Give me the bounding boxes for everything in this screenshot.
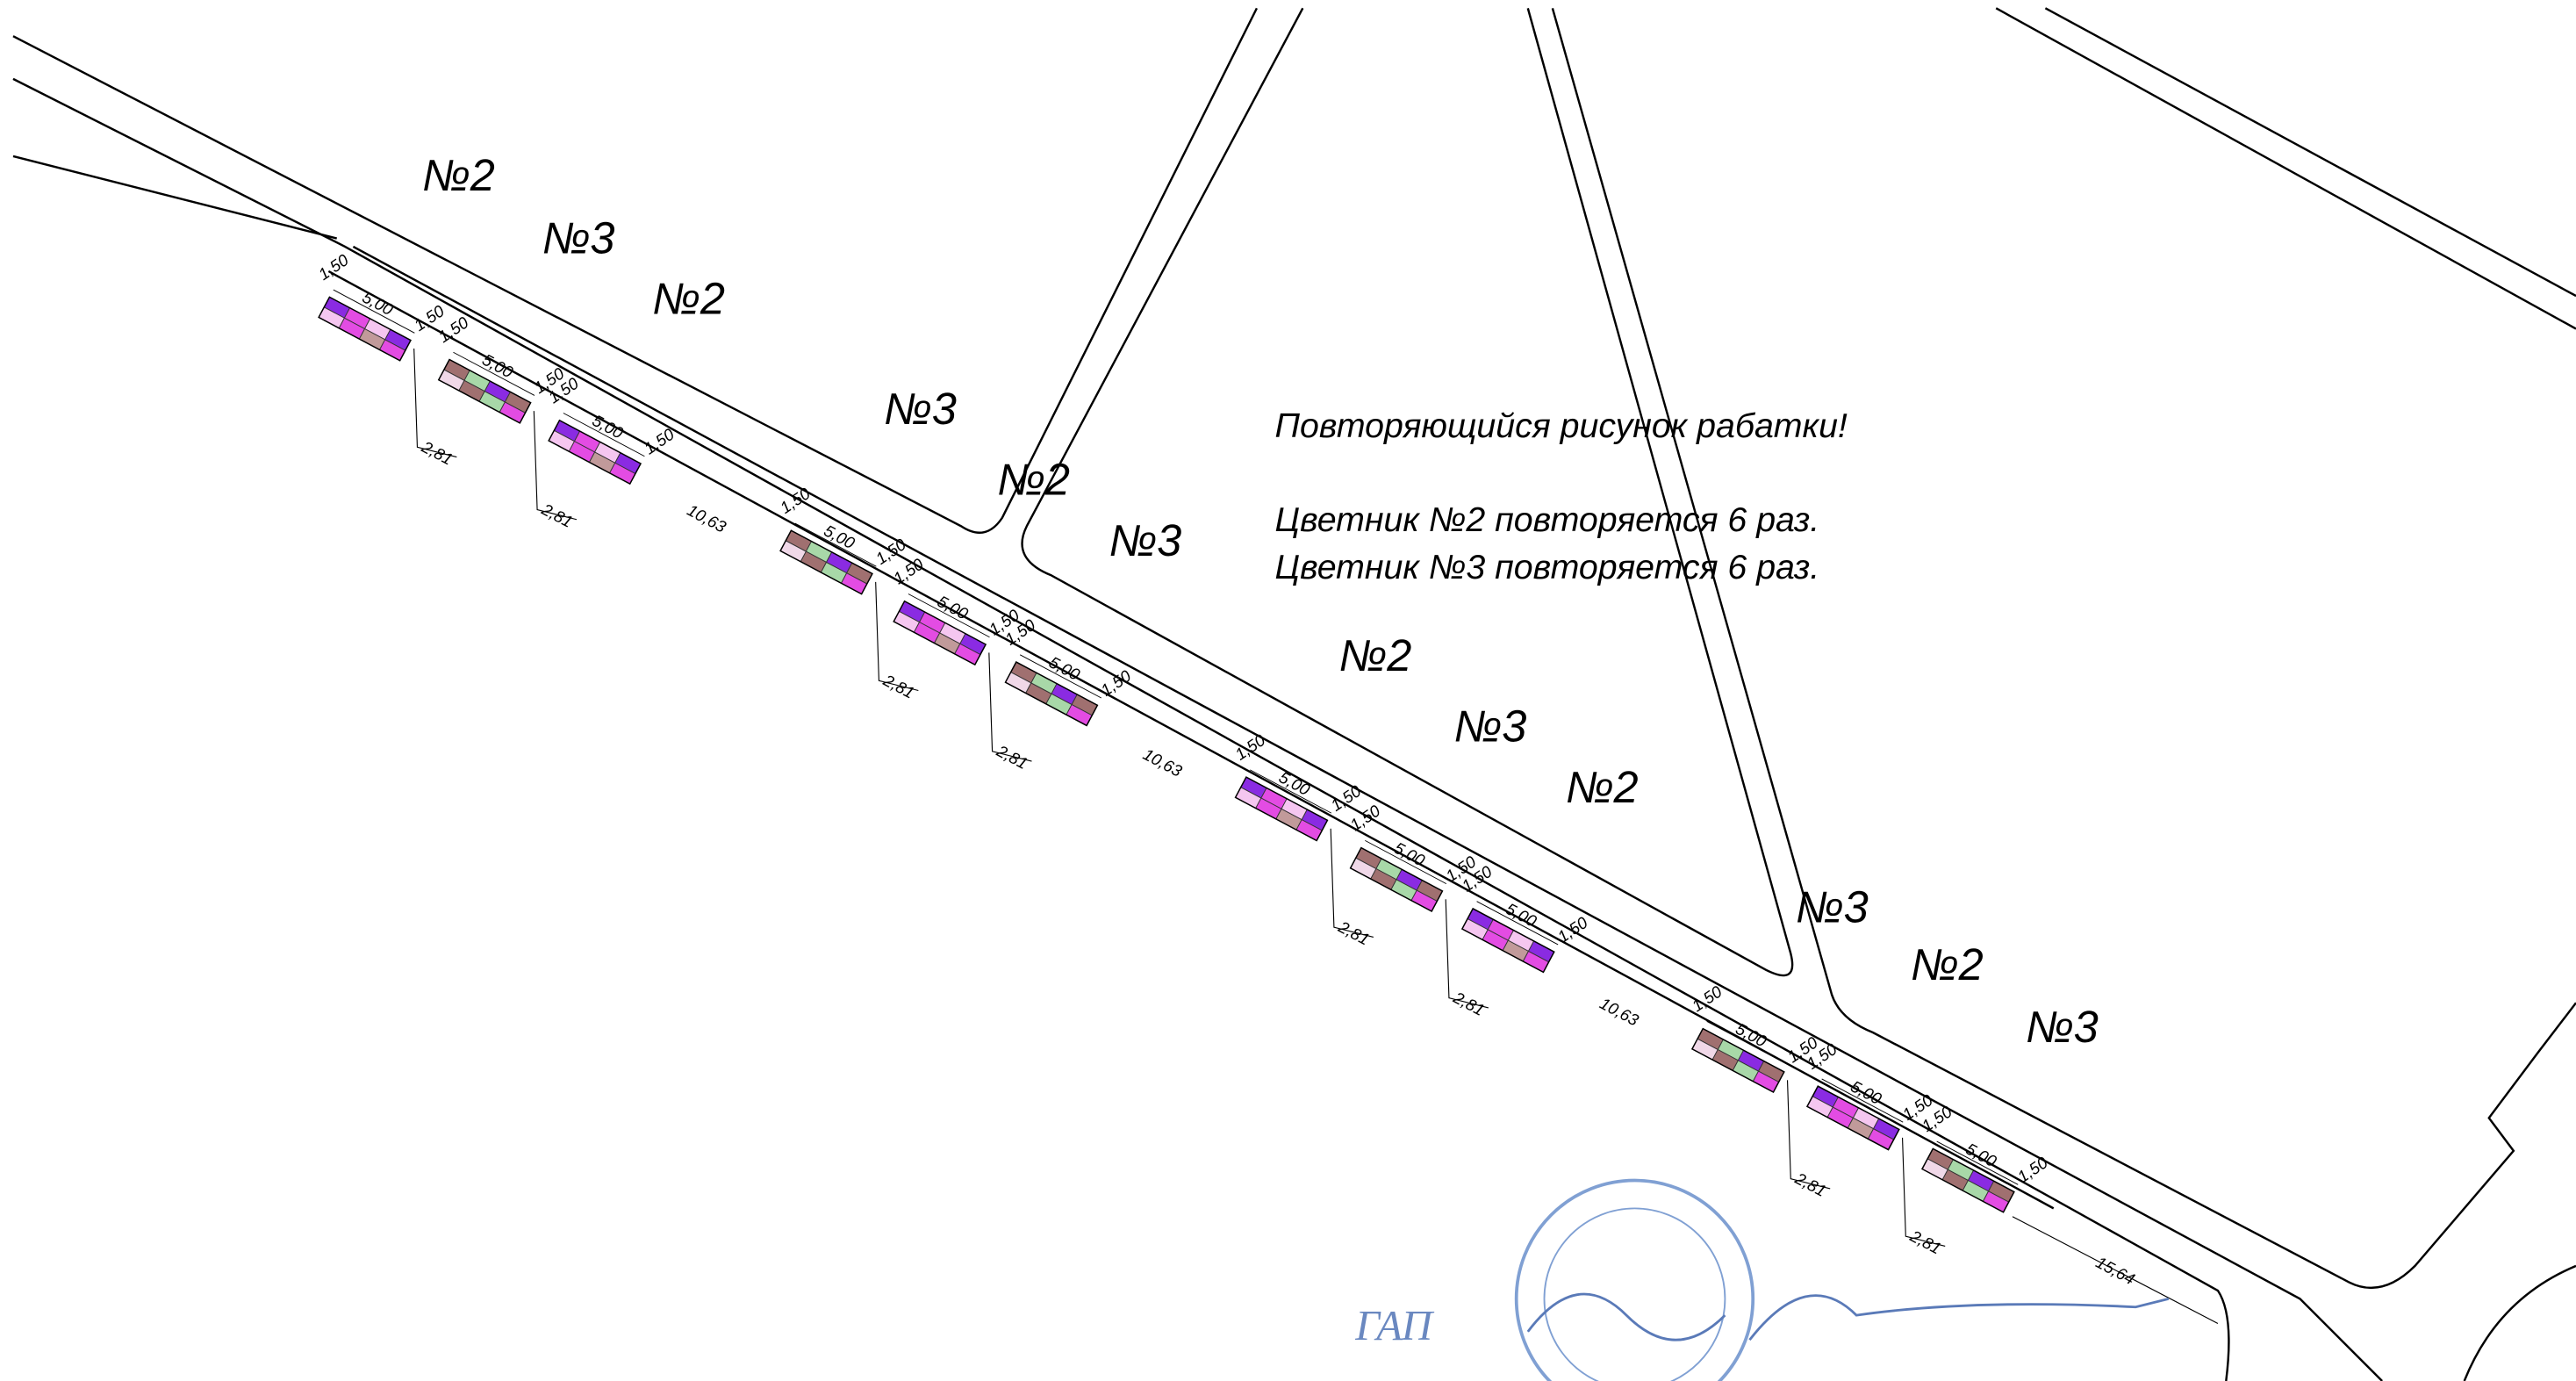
dim-line	[1706, 1020, 1789, 1066]
flower-bed: 1,505,00 1,50	[1346, 801, 1480, 913]
bed-label: №2	[1566, 762, 1639, 812]
dimension: 5,00	[1848, 1076, 1885, 1108]
dimension: 5,00	[1733, 1019, 1770, 1051]
dim-line	[1365, 839, 1447, 885]
bed-outline	[318, 296, 412, 362]
note-line: Цветник №3 повторяется 6 раз.	[1275, 548, 1820, 586]
offset-dimension: 2,81	[1791, 1169, 1829, 1200]
leader	[1901, 1137, 1946, 1247]
road-edge	[12, 7, 1259, 534]
offset-dimension: 2,81	[418, 437, 456, 469]
bed-outline	[437, 358, 532, 424]
bed-label: №2	[422, 150, 495, 200]
leader	[413, 348, 457, 458]
offset-dimension: 2,81	[538, 500, 576, 531]
offset-dimension: 2,81	[1906, 1226, 1944, 1257]
dimension: 5,00	[359, 288, 397, 320]
bed-label: №3	[1109, 515, 1181, 565]
bed-label: №2	[1911, 939, 1984, 989]
dimension: 1,50	[2014, 1153, 2051, 1186]
leader	[1786, 1080, 1831, 1190]
stamp	[1543, 1207, 1726, 1381]
bed-outline	[1234, 776, 1329, 842]
spacing-dimension: 10,63	[685, 500, 730, 536]
dimension: 1,50	[1554, 913, 1591, 946]
roads	[12, 7, 2576, 1381]
approval-stamp: ГАП	[1354, 1178, 2170, 1381]
leader	[875, 581, 919, 692]
dimension: 1,50	[1689, 982, 1726, 1015]
flower-bed: 1,505,00 1,50	[777, 484, 909, 595]
spacing-dimension: 10,63	[1597, 994, 1642, 1030]
leader	[533, 411, 578, 521]
dimension: 5,00	[1276, 767, 1314, 799]
dimension: 1,50	[1097, 666, 1134, 700]
dimension: 1,50	[1346, 801, 1383, 834]
dimension: 1,50	[890, 554, 927, 587]
bed-label: №2	[1339, 630, 1412, 680]
bed-outline	[548, 419, 642, 486]
road-edge	[12, 155, 338, 240]
bed-label: №3	[542, 212, 615, 263]
bed-line	[327, 270, 2055, 1210]
dim-line	[1020, 654, 1101, 699]
bed-outline	[1460, 907, 1555, 974]
bed-outline	[1920, 1147, 2015, 1213]
bed-label: №3	[1454, 701, 1527, 752]
offset-dimension: 2,81	[879, 671, 917, 702]
bed-label: №3	[2026, 1002, 2099, 1052]
flower-bed: 1,505,00 1,50	[890, 554, 1023, 666]
flower-bed: 1,505,00 1,50	[1689, 982, 1821, 1094]
bed-label: №3	[884, 384, 957, 434]
offset-dimension: 2,81	[994, 741, 1031, 773]
bed-label: №2	[997, 455, 1070, 505]
spacing-dimension: 15,64	[2093, 1253, 2138, 1289]
bed-outline	[1805, 1085, 1900, 1151]
bed-label: №2	[652, 274, 725, 324]
dimension: 1,50	[777, 484, 814, 517]
bed-label: №3	[1796, 882, 1869, 932]
dim-line	[1936, 1140, 2019, 1185]
note-line: Цветник №2 повторяется 6 раз.	[1275, 500, 1820, 539]
road-edge	[2463, 1264, 2576, 1381]
dim-line	[333, 289, 415, 334]
dim-line	[2012, 1216, 2219, 1324]
note-line: Повторяющийся рисунок рабатки!	[1275, 406, 1848, 445]
signature-scribble	[1526, 1292, 2170, 1341]
offset-dimension: 2,81	[1450, 988, 1488, 1019]
note: Повторяющийся рисунок рабатки! Цветник №…	[1275, 406, 1848, 586]
dim-line	[1250, 769, 1332, 814]
bed-outline	[1004, 661, 1099, 727]
road-edge	[2044, 7, 2576, 298]
bed-outline	[1349, 846, 1444, 913]
stamp	[1514, 1178, 1755, 1381]
road-edge	[1021, 7, 1794, 977]
road-edge	[1995, 7, 2576, 330]
dimension: 5,00	[479, 350, 517, 382]
leader	[988, 652, 1032, 762]
dim-line	[1821, 1078, 1904, 1123]
bed-outline	[779, 529, 873, 595]
curb-line	[352, 245, 2383, 1381]
signature: ГАП	[1354, 1302, 1435, 1349]
dim-line	[794, 522, 877, 567]
road-edge	[1551, 8, 2576, 1290]
bed-outline	[1690, 1027, 1785, 1094]
spacing-dimension: 10,63	[1140, 744, 1186, 780]
dim-line	[1476, 901, 1559, 946]
dimension: 5,00	[589, 411, 627, 442]
offset-dimension: 2,81	[1335, 917, 1373, 948]
leader	[1445, 899, 1489, 1009]
dim-line	[563, 413, 645, 457]
dim-line	[453, 351, 535, 396]
leader	[1330, 828, 1374, 938]
road-edge	[12, 77, 2230, 1381]
dimension: 1,50	[315, 250, 352, 284]
flower-bed: 1,505,00 1,50	[434, 313, 568, 424]
dim-line	[908, 593, 990, 638]
bed-outline	[893, 600, 987, 666]
